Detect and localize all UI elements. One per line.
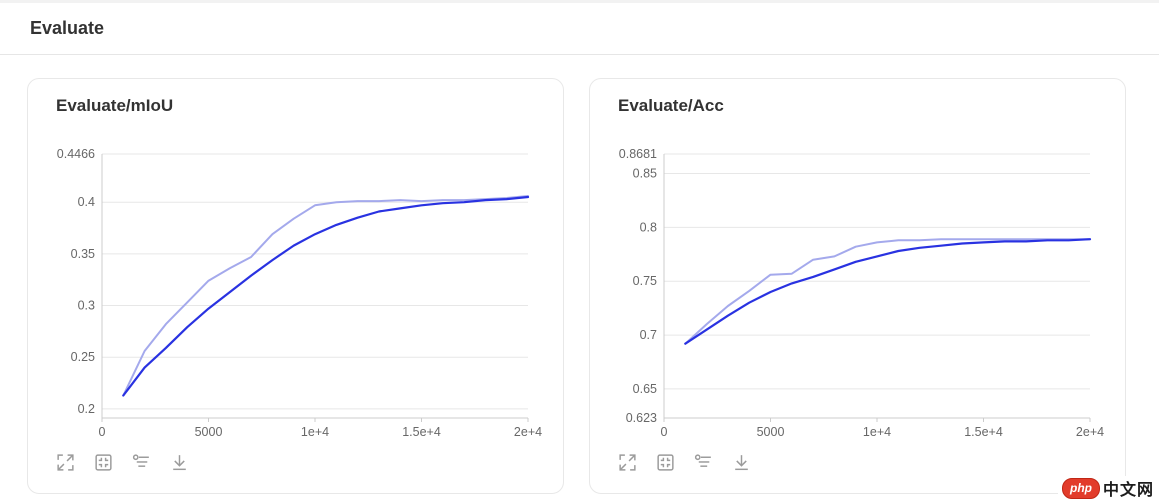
svg-text:0.4: 0.4 bbox=[78, 195, 95, 209]
download-button[interactable] bbox=[730, 451, 752, 473]
svg-text:0.65: 0.65 bbox=[633, 382, 657, 396]
chart-title-acc: Evaluate/Acc bbox=[618, 96, 724, 115]
svg-text:0: 0 bbox=[99, 425, 106, 439]
svg-text:0.8681: 0.8681 bbox=[619, 147, 657, 161]
maximize-icon bbox=[618, 453, 636, 471]
svg-text:0.3: 0.3 bbox=[78, 299, 95, 313]
restore-size-icon bbox=[656, 453, 674, 471]
maximize-button[interactable] bbox=[616, 451, 638, 473]
svg-text:0.85: 0.85 bbox=[633, 167, 657, 181]
download-icon bbox=[172, 454, 186, 470]
maximize-button[interactable] bbox=[54, 451, 76, 473]
section-header: Evaluate bbox=[0, 3, 1159, 55]
svg-text:2e+4: 2e+4 bbox=[1076, 425, 1104, 439]
svg-text:0: 0 bbox=[661, 425, 668, 439]
chart-card-miou: Evaluate/mIoU 0.4466 0.4 0.35 0.3 0.25 0.2 0 50… bbox=[27, 78, 564, 494]
svg-text:5000: 5000 bbox=[757, 425, 785, 439]
watermark-text: 中文网 bbox=[1102, 482, 1154, 499]
php-watermark: php 中文网 bbox=[1057, 476, 1154, 500]
svg-text:0.623: 0.623 bbox=[626, 411, 657, 425]
charts-container: Evaluate/mIoU 0.4466 0.4 0.35 0.3 0.25 0.2 0 50… bbox=[0, 55, 1159, 494]
svg-text:1e+4: 1e+4 bbox=[863, 425, 891, 439]
restore-size-icon bbox=[94, 453, 112, 471]
download-icon bbox=[734, 454, 748, 470]
chart-title-miou: Evaluate/mIoU bbox=[56, 96, 174, 115]
svg-text:0.25: 0.25 bbox=[71, 350, 95, 364]
restore-size-button[interactable] bbox=[92, 451, 114, 473]
chart-card-acc: Evaluate/Acc 0.8681 0.85 0.8 0.75 0.7 0.65 0.6… bbox=[589, 78, 1126, 494]
svg-text:1e+4: 1e+4 bbox=[301, 425, 329, 439]
php-logo: php bbox=[1061, 477, 1100, 499]
restore-size-button[interactable] bbox=[654, 451, 676, 473]
svg-text:0.8: 0.8 bbox=[640, 220, 657, 234]
svg-text:2e+4: 2e+4 bbox=[514, 425, 542, 439]
runs-filter-button[interactable] bbox=[692, 451, 714, 473]
filter-icon bbox=[132, 453, 149, 467]
svg-text:1.5e+4: 1.5e+4 bbox=[402, 425, 441, 439]
page-title: Evaluate bbox=[30, 18, 105, 38]
svg-text:5000: 5000 bbox=[195, 425, 223, 439]
svg-text:0.75: 0.75 bbox=[633, 274, 657, 288]
svg-text:0.7: 0.7 bbox=[640, 328, 657, 342]
filter-icon bbox=[694, 453, 711, 467]
svg-text:0.35: 0.35 bbox=[71, 247, 95, 261]
maximize-icon bbox=[56, 453, 74, 471]
acc-line-chart[interactable]: 0.8681 0.85 0.8 0.75 0.7 0.65 0.623 0 5000 1e+4 1.… bbox=[602, 141, 1107, 443]
chart-toolbar bbox=[54, 451, 190, 473]
top-strip bbox=[0, 0, 1159, 3]
svg-text:0.4466: 0.4466 bbox=[57, 147, 95, 161]
svg-text:0.2: 0.2 bbox=[78, 402, 95, 416]
runs-filter-button[interactable] bbox=[130, 451, 152, 473]
miou-line-chart[interactable]: 0.4466 0.4 0.35 0.3 0.25 0.2 0 5000 1e+4 1.5e+4 2e… bbox=[40, 141, 545, 443]
svg-text:1.5e+4: 1.5e+4 bbox=[964, 425, 1003, 439]
chart-toolbar bbox=[616, 451, 752, 473]
download-button[interactable] bbox=[168, 451, 190, 473]
